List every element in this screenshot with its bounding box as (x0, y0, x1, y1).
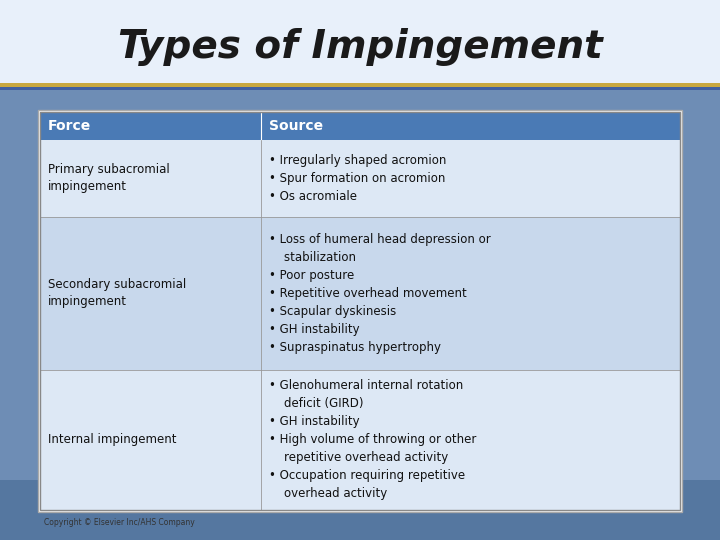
Text: Internal impingement: Internal impingement (48, 433, 176, 447)
Text: • Loss of humeral head depression or
    stabilization
• Poor posture
• Repetiti: • Loss of humeral head depression or sta… (269, 233, 490, 354)
Bar (0, 87, 720, 90)
Bar (0, 90, 720, 540)
Text: Copyright © Elsevier Inc/AHS Company: Copyright © Elsevier Inc/AHS Company (44, 518, 194, 527)
Bar (0, 480, 720, 540)
Bar (38, 110, 682, 512)
Bar (0, 83, 720, 87)
Text: Secondary subacromial
impingement: Secondary subacromial impingement (48, 278, 186, 308)
Text: Force: Force (48, 119, 91, 133)
Text: • Glenohumeral internal rotation
    deficit (GIRD)
• GH instability
• High volu: • Glenohumeral internal rotation deficit… (269, 379, 476, 501)
Bar (0, 0, 720, 83)
Text: Source: Source (269, 119, 323, 133)
Bar (40, 112, 680, 510)
Bar (40, 217, 680, 370)
Text: Types of Impingement: Types of Impingement (117, 28, 603, 66)
Bar (40, 140, 680, 217)
Bar (40, 370, 680, 510)
Bar (40, 112, 680, 140)
Text: Primary subacromial
impingement: Primary subacromial impingement (48, 163, 170, 193)
Text: • Irregularly shaped acromion
• Spur formation on acromion
• Os acromiale: • Irregularly shaped acromion • Spur for… (269, 154, 446, 203)
